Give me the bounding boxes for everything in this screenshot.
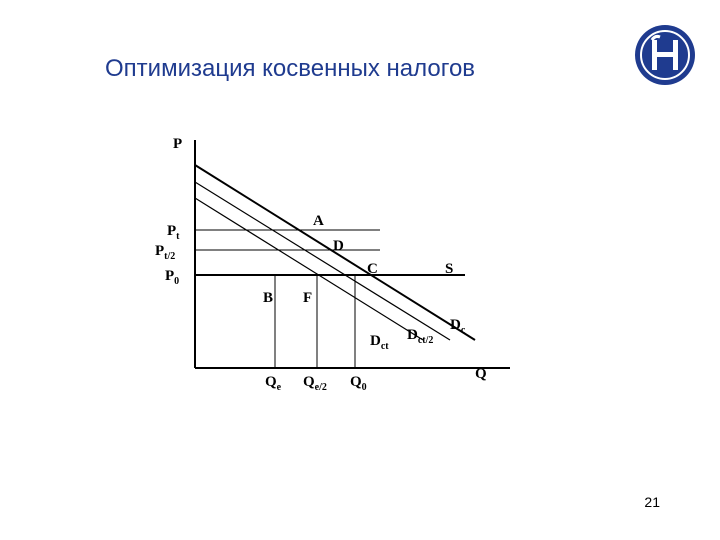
svg-text:Qe/2: Qe/2 <box>303 374 327 393</box>
svg-text:B: B <box>263 290 273 306</box>
page-number: 21 <box>644 494 660 510</box>
page-title: Оптимизация косвенных налогов <box>105 55 475 83</box>
slide: Оптимизация косвенных налогов P PtPt/2 P0 A… <box>0 0 720 540</box>
svg-text:Dc: Dc <box>450 317 466 336</box>
svg-text:Q0: Q0 <box>350 374 367 393</box>
svg-text:Q: Q <box>475 366 487 382</box>
svg-text:A: A <box>313 213 324 229</box>
university-logo <box>630 20 700 95</box>
econ-diagram: P PtPt/2 P0 AD C S B F Dct Dct/2 Dc Qe Qe/2 Q0 Q <box>145 130 535 413</box>
svg-text:S: S <box>445 261 453 277</box>
svg-text:Dct/2: Dct/2 <box>407 327 433 346</box>
svg-text:P0: P0 <box>165 268 179 287</box>
svg-text:D: D <box>333 238 344 254</box>
diagram-svg: P PtPt/2 P0 AD C S B F Dct Dct/2 Dc Qe Qe/2 Q0 Q <box>145 130 535 408</box>
svg-text:Pt/2: Pt/2 <box>155 243 175 262</box>
svg-text:Qe: Qe <box>265 374 282 393</box>
svg-text:F: F <box>303 290 312 306</box>
svg-text:C: C <box>367 261 378 277</box>
logo-icon <box>630 20 700 90</box>
svg-text:Dct: Dct <box>370 333 389 352</box>
svg-text:P: P <box>173 136 182 152</box>
svg-text:Pt: Pt <box>167 223 180 242</box>
